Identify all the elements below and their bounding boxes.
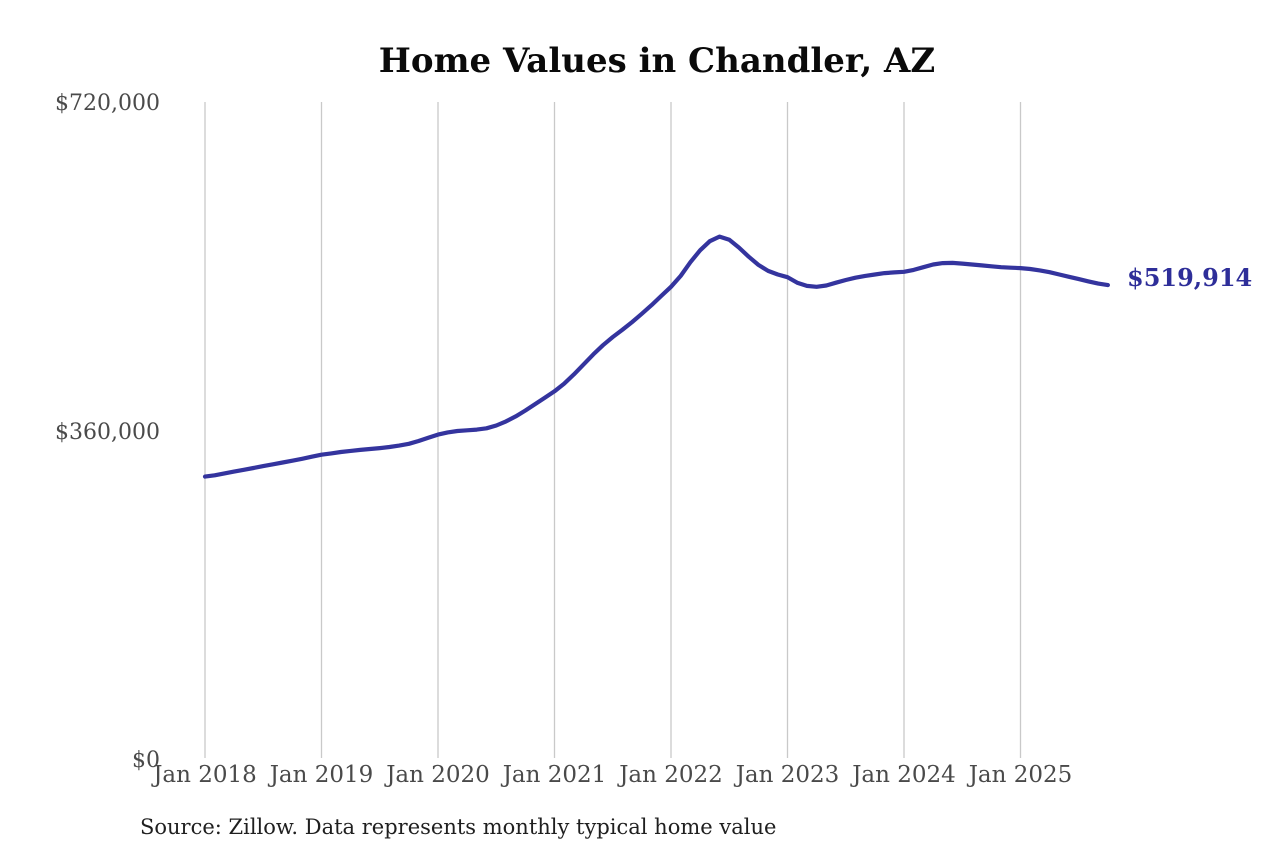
y-axis-tick-labels: $720,000 $360,000 $0	[55, 91, 160, 773]
y-tick-label-720000: $720,000	[55, 91, 160, 116]
chart-title: Home Values in Chandler, AZ	[379, 41, 935, 81]
x-axis-tick-labels: Jan 2018 Jan 2019 Jan 2020 Jan 2021 Jan 2022…	[151, 762, 1072, 788]
source-note: Source: Zillow. Data represents monthly …	[140, 815, 776, 839]
x-tick-label: Jan 2018	[151, 762, 257, 788]
y-tick-label-360000: $360,000	[55, 420, 160, 445]
x-tick-label: Jan 2023	[734, 762, 840, 788]
x-tick-label: Jan 2019	[268, 762, 374, 788]
vertical-gridlines	[204, 102, 1022, 758]
x-tick-label: Jan 2025	[967, 762, 1073, 788]
home-value-line-series	[202, 234, 1110, 479]
x-tick-label: Jan 2021	[501, 762, 607, 788]
x-tick-label: Jan 2022	[617, 762, 723, 788]
x-tick-label: Jan 2020	[384, 762, 490, 788]
y-tick-label-0: $0	[132, 748, 160, 773]
x-tick-label: Jan 2024	[850, 762, 956, 788]
latest-value-label: $519,914	[1127, 263, 1252, 292]
